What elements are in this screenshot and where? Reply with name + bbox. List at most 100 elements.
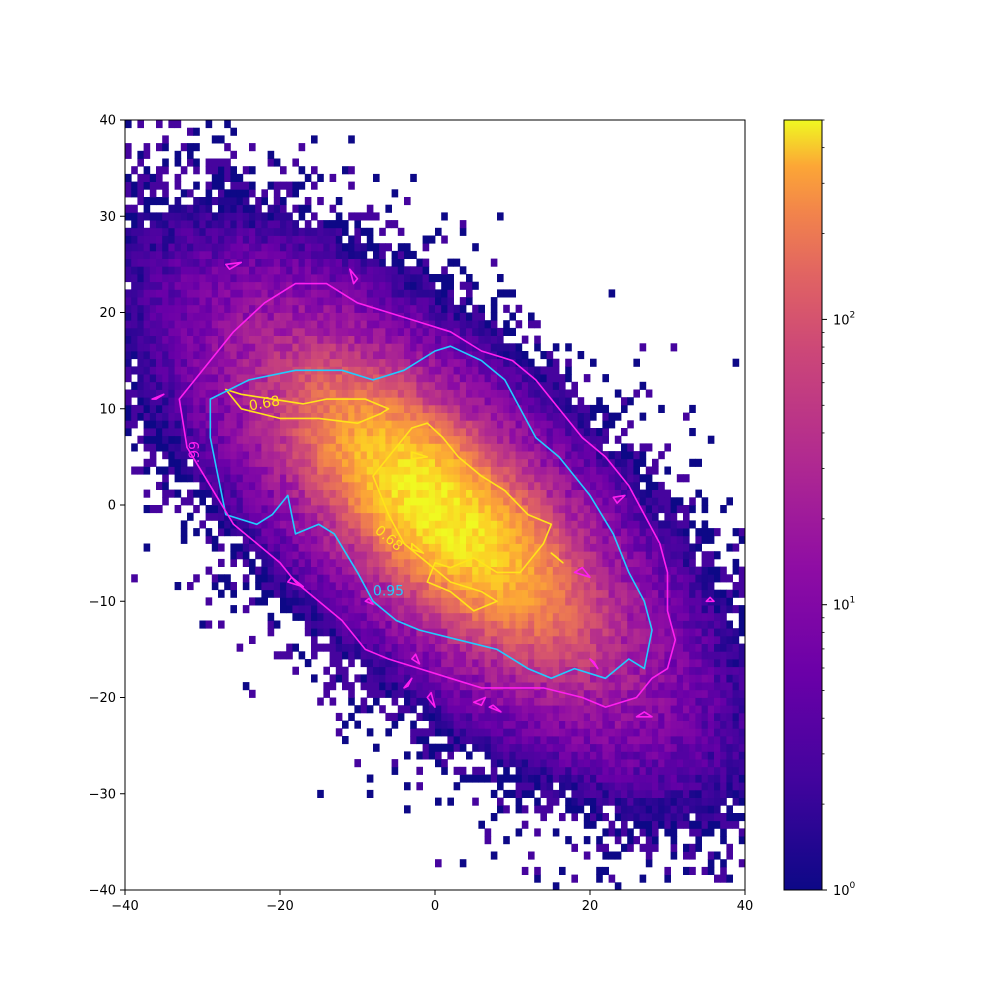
histogram-cell (540, 674, 547, 683)
histogram-cell (645, 566, 653, 575)
histogram-cell (137, 397, 144, 406)
histogram-cell (459, 381, 467, 390)
histogram-cell (273, 374, 281, 383)
histogram-cell (509, 443, 516, 452)
histogram-cell (156, 358, 163, 367)
histogram-cell (410, 327, 417, 336)
histogram-cell (565, 551, 572, 560)
histogram-cell (317, 643, 324, 652)
histogram-cell (354, 612, 361, 621)
histogram-cell (515, 582, 523, 591)
histogram-cell (670, 820, 678, 829)
histogram-cell (453, 435, 461, 444)
histogram-cell (311, 258, 318, 267)
histogram-cell (385, 320, 392, 329)
histogram-cell (540, 497, 547, 506)
histogram-cell (143, 258, 151, 267)
histogram-cell (472, 381, 479, 390)
histogram-cell (156, 351, 163, 360)
histogram-cell (199, 327, 206, 336)
histogram-cell (348, 404, 355, 413)
histogram-cell (621, 458, 628, 467)
histogram-cell (546, 612, 554, 621)
histogram-cell (466, 443, 473, 452)
histogram-cell (391, 428, 399, 437)
histogram-cell (242, 381, 250, 390)
histogram-cell (205, 297, 213, 306)
histogram-cell (453, 335, 461, 344)
histogram-cell (373, 389, 380, 398)
histogram-cell (490, 789, 498, 798)
histogram-cell (441, 404, 448, 413)
histogram-cell (242, 558, 250, 567)
histogram-cell (273, 466, 281, 475)
histogram-cell (497, 358, 504, 367)
histogram-cell (515, 512, 523, 521)
histogram-cell (236, 412, 244, 421)
histogram-cell (565, 651, 572, 660)
histogram-cell (335, 505, 343, 514)
histogram-cell (292, 227, 299, 236)
histogram-cell (255, 289, 262, 298)
histogram-cell (453, 566, 461, 575)
histogram-cell (509, 728, 516, 737)
histogram-cell (503, 736, 510, 745)
histogram-cell (311, 443, 318, 452)
histogram-cell (199, 420, 206, 429)
histogram-cell (261, 389, 268, 398)
histogram-cell (131, 250, 138, 259)
histogram-cell (528, 682, 535, 691)
histogram-cell (422, 505, 430, 514)
histogram-cell (397, 635, 405, 644)
histogram-cell (218, 528, 225, 537)
histogram-cell (621, 705, 628, 714)
histogram-cell (503, 381, 510, 390)
histogram-cell (658, 797, 665, 806)
histogram-cell (342, 166, 349, 175)
histogram-cell (354, 535, 361, 544)
histogram-cell (503, 605, 510, 614)
histogram-cell (125, 335, 132, 344)
histogram-cell (565, 643, 572, 652)
histogram-cell (360, 582, 368, 591)
histogram-cell (490, 489, 498, 498)
histogram-cell (410, 497, 417, 506)
histogram-cell (627, 813, 634, 822)
histogram-cell (590, 466, 597, 475)
histogram-cell (552, 766, 560, 775)
histogram-cell (273, 574, 281, 583)
histogram-cell (236, 505, 244, 514)
histogram-cell (404, 435, 411, 444)
histogram-cell (342, 250, 349, 259)
histogram-cell (267, 566, 275, 575)
histogram-cell (459, 327, 467, 336)
histogram-cell (559, 443, 566, 452)
histogram-cell (391, 635, 399, 644)
histogram-cell (621, 574, 628, 583)
histogram-cell (292, 543, 299, 552)
histogram-cell (342, 512, 349, 521)
histogram-cell (515, 651, 523, 660)
histogram-cell (435, 389, 442, 398)
histogram-cell (521, 597, 529, 606)
histogram-cell (137, 404, 144, 413)
histogram-cell (614, 805, 622, 814)
histogram-cell (466, 489, 473, 498)
histogram-cell (577, 659, 585, 668)
histogram-cell (528, 574, 535, 583)
histogram-cell (645, 682, 653, 691)
histogram-cell (317, 227, 324, 236)
histogram-cell (205, 243, 213, 252)
histogram-cell (255, 212, 262, 221)
histogram-cell (230, 281, 237, 290)
histogram-cell (298, 243, 306, 252)
histogram-cell (329, 551, 337, 560)
histogram-cell (280, 574, 287, 583)
histogram-cell (286, 474, 293, 483)
histogram-cell (385, 243, 392, 252)
histogram-cell (565, 782, 572, 791)
histogram-cell (242, 435, 250, 444)
histogram-cell (497, 712, 504, 721)
histogram-cell (528, 389, 535, 398)
histogram-cell (447, 797, 454, 806)
